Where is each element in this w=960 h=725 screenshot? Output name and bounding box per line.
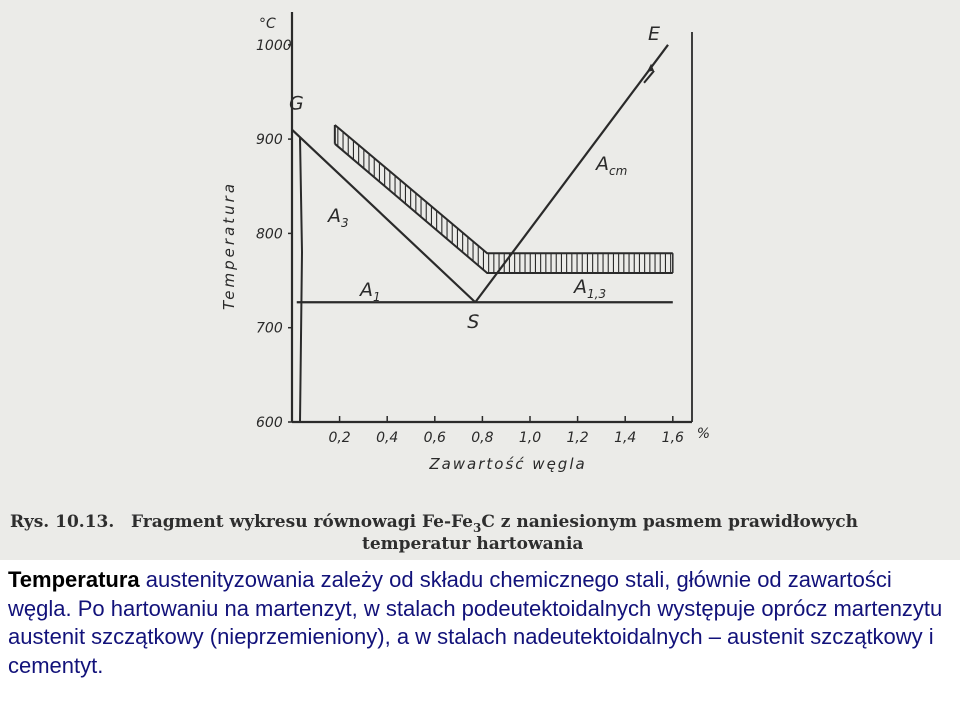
caption-line1: Fragment wykresu równowagi Fe-Fe3C z nan…	[131, 512, 858, 535]
curve-label-a3: A3	[326, 205, 349, 230]
x-tick-label: 0,6	[424, 430, 446, 446]
bold-word: Temperatura	[8, 567, 140, 592]
y-tick-label: 900	[256, 132, 283, 148]
x-unit-label: %	[697, 426, 710, 442]
x-tick-label: 1,4	[614, 430, 636, 446]
y-axis-title: Temperatura	[220, 181, 238, 310]
x-tick-label: 0,8	[471, 430, 493, 446]
x-tick-label: 1,0	[519, 430, 541, 446]
band-upper-line	[334, 124, 673, 255]
caption-figure-number: Rys. 10.13.	[10, 512, 114, 532]
line-a3	[291, 128, 477, 304]
ferrite-boundary-line	[299, 137, 304, 423]
curve-label-acm: Acm	[594, 153, 627, 178]
point-label-s: S	[467, 311, 479, 333]
ticks: 600 700 800 900 1000 °C Temperatura 0,2 0,4 0,6 0,…	[220, 16, 710, 473]
labels: G S E A3 Acm A1 A1,3	[289, 23, 660, 333]
point-label-e: E	[648, 23, 660, 45]
point-label-g: G	[289, 93, 304, 115]
x-tick-label: 1,2	[566, 430, 588, 446]
y-tick-label: 1000	[256, 38, 292, 54]
x-tick-label: 0,4	[376, 430, 398, 446]
caption-line2: temperatur hartowania	[362, 534, 583, 554]
x-axis-title: Zawartość węgla	[428, 455, 586, 473]
y-tick-label: 800	[256, 226, 283, 242]
y-unit-label: °C	[259, 16, 276, 32]
x-tick-label: 1,6	[662, 430, 684, 446]
y-tick-label: 600	[256, 415, 283, 431]
curves	[291, 44, 673, 304]
arrow-head	[647, 63, 655, 72]
description-paragraph: Temperatura austenityzowania zależy od s…	[8, 566, 953, 680]
axes	[290, 12, 693, 424]
x-tick-label: 0,2	[328, 430, 350, 446]
y-tick-label: 700	[256, 321, 283, 337]
scanned-figure	[0, 0, 960, 560]
phase-diagram: 600 700 800 900 1000 °C Temperatura 0,2 0,4 0,6 0,…	[10, 12, 858, 554]
curve-label-a13: A1,3	[572, 276, 606, 301]
line-acm	[474, 44, 669, 303]
paragraph-text: austenityzowania zależy od składu chemic…	[8, 567, 943, 678]
curve-label-a1: A1	[358, 279, 381, 304]
hardening-band	[333, 124, 674, 275]
arrow-shaft	[643, 70, 655, 84]
band-lower-line	[334, 143, 673, 275]
